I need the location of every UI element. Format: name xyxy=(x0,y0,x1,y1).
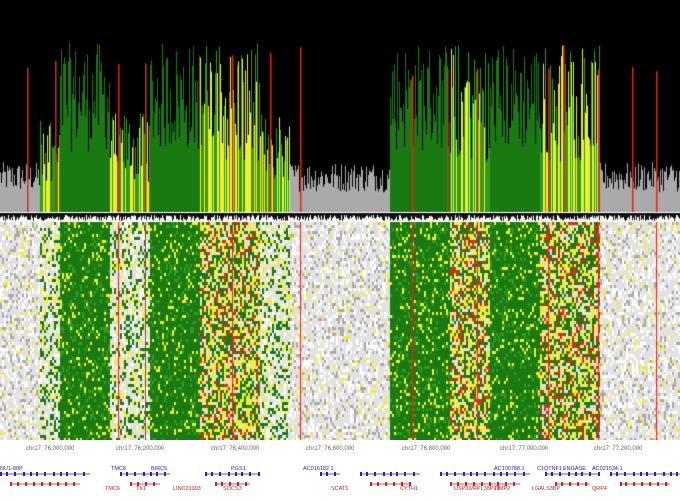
gene-label-plus[interactable]: NU1-80P xyxy=(0,466,23,472)
axis-tick-label: chr17: 76,800,000 xyxy=(402,446,451,452)
gene-label-plus[interactable]: TMC8 xyxy=(111,466,126,472)
gene-label-minus[interactable]: LINC01993 xyxy=(173,486,201,492)
gene-label-plus[interactable]: AC016182.1 xyxy=(303,466,334,472)
gene-label-minus[interactable]: LGALS3BP xyxy=(532,486,561,492)
axis-tick-label: chr17: 76,400,000 xyxy=(211,446,260,452)
gene-label-minus[interactable]: QRP4 xyxy=(592,486,607,492)
gene-label-plus[interactable]: BIRC5 xyxy=(151,466,168,472)
gene-label-plus[interactable]: AC100788.1 xyxy=(494,466,525,472)
gene-label-minus[interactable]: TK1 xyxy=(136,486,147,492)
axis-tick-label: chr17: 76,600,000 xyxy=(306,446,355,452)
gene-label-minus[interactable]: USP36/RPL38P29 xyxy=(454,486,500,492)
gene-label-minus[interactable]: TMC6 xyxy=(105,486,120,492)
signal-heatmap-canvas[interactable] xyxy=(0,0,680,440)
gene-label-plus[interactable]: C1QTNF1 xyxy=(537,466,563,472)
gene-label-minus[interactable]: CYTH1 xyxy=(400,486,419,492)
gene-label-plus[interactable]: AC021534.1 xyxy=(592,466,623,472)
gene-label-minus[interactable]: SCAT1 xyxy=(331,486,349,492)
gene-label-plus[interactable]: PGS1 xyxy=(231,466,246,472)
gene-annotation-track[interactable] xyxy=(0,460,680,500)
gene-label-minus[interactable]: SOCS3 xyxy=(223,486,242,492)
axis-tick-label: chr17: 76,000,000 xyxy=(26,446,75,452)
gene-label-minus[interactable]: TIMP2 xyxy=(494,486,511,492)
axis-tick-label: chr17: 77,000,000 xyxy=(500,446,549,452)
gene-label-plus[interactable]: ENGASE xyxy=(563,466,586,472)
axis-tick-label: chr17: 77,200,000 xyxy=(594,446,643,452)
axis-tick-label: chr17: 76,200,000 xyxy=(116,446,165,452)
